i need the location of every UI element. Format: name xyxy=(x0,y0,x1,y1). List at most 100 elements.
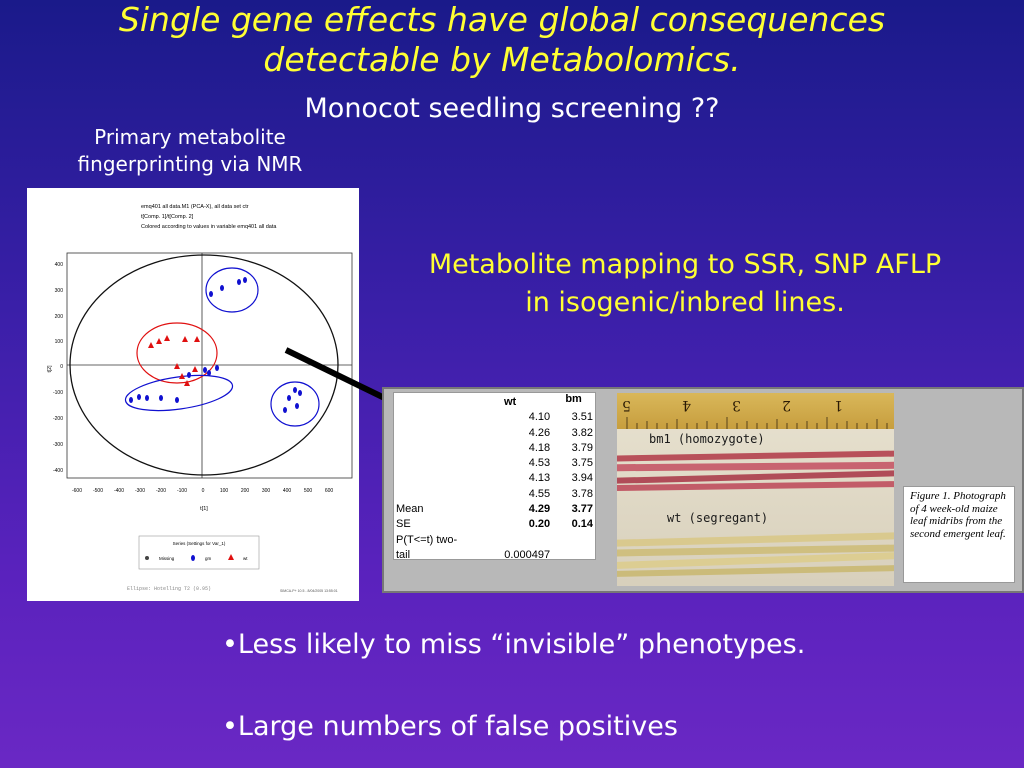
table-row: 4.10 3.51 xyxy=(394,411,595,426)
cell-wt: 4.26 xyxy=(528,426,551,439)
gm-point xyxy=(243,277,247,283)
mapping-line-1: Metabolite mapping to SSR, SNP AFLP xyxy=(428,249,942,280)
ruler-numbers: 5 4 3 2 1 xyxy=(622,397,843,413)
table-se-row: SE 0.20 0.14 xyxy=(394,518,595,533)
x-tick: 500 xyxy=(304,488,313,494)
mapping-text: Metabolite mapping to SSR, SNP AFLP in i… xyxy=(370,246,1000,322)
pca-header-2: t[Comp. 1]/t[Comp. 2] xyxy=(141,214,194,220)
cell-bm: 3.78 xyxy=(571,487,593,500)
slide-subtitle: Monocot seedling screening ?? xyxy=(304,93,720,124)
gm-cluster-circle-left xyxy=(124,374,234,412)
title-line-2: detectable by Metabolomics. xyxy=(263,40,741,79)
cell-bm: 3.79 xyxy=(571,441,593,454)
wt-points xyxy=(148,335,200,386)
gm-point xyxy=(237,279,241,285)
x-tick: -100 xyxy=(177,488,187,494)
y-tick: 400 xyxy=(55,262,64,268)
lignin-data-table: wt bm 4.10 3.51 4.26 3.82 4.18 3.79 4.53 3.7… xyxy=(393,392,596,561)
x-tick: -400 xyxy=(114,488,124,494)
pca-legend-box xyxy=(138,535,260,570)
gm-point xyxy=(298,390,302,396)
x-tick: 300 xyxy=(262,488,271,494)
legend-wt-label: wt xyxy=(243,556,248,561)
bm-midrib xyxy=(617,481,894,492)
ruler-number: 5 xyxy=(622,397,631,413)
bullet-2: •Large numbers of false positives xyxy=(222,711,678,742)
pca-footer-stamp: SIMCA-P+ 10.5 - 8/04/2005 13:55:01 xyxy=(280,589,338,593)
table-row: 4.26 3.82 xyxy=(394,427,595,442)
bullet-1: •Less likely to miss “invisible” phenoty… xyxy=(222,629,806,660)
wt-point xyxy=(192,366,198,372)
wt-point xyxy=(164,335,170,341)
slide-title: Single gene effects have global conseque… xyxy=(0,0,1004,80)
gm-point xyxy=(220,285,224,291)
col-header-wt: wt xyxy=(503,396,517,408)
cell-bm: 3.82 xyxy=(571,426,593,439)
wt-point xyxy=(156,338,162,344)
wt-point xyxy=(184,380,190,386)
ruler-number: 3 xyxy=(732,397,741,413)
x-tick: -300 xyxy=(135,488,145,494)
gm-point xyxy=(287,395,291,401)
table-p-row-2: tail 0.000497 xyxy=(394,549,595,564)
wt-point xyxy=(194,336,200,342)
ruler-number: 4 xyxy=(682,397,691,413)
pca-score-plot: emq401 all data.M1 (PCA-X), all data set… xyxy=(27,188,359,601)
table-row: 4.53 3.75 xyxy=(394,457,595,472)
pca-header-3: Colored according to values in variable … xyxy=(141,224,277,230)
x-tick: -500 xyxy=(93,488,103,494)
mapping-line-2: in isogenic/inbred lines. xyxy=(525,287,845,318)
table-header-row: wt bm xyxy=(394,393,595,411)
left-heading: Primary metabolite fingerprinting via NM… xyxy=(40,124,340,178)
ruler-number: 1 xyxy=(834,397,843,413)
cell-wt: 4.18 xyxy=(528,441,551,454)
x-tick: 600 xyxy=(325,488,334,494)
midrib-photo: 5 4 3 2 1 bm1 (homozygote) wt (segregant… xyxy=(617,393,894,586)
gm-point xyxy=(145,395,149,401)
legend-gm-marker xyxy=(191,555,195,561)
cell-bm: 3.51 xyxy=(571,411,593,424)
p-label-1: P(T<=t) two- xyxy=(396,533,458,546)
gm-point xyxy=(283,407,287,413)
hotelling-ellipse xyxy=(69,254,339,476)
gm-point xyxy=(175,397,179,403)
table-mean-row: Mean 4.29 3.77 xyxy=(394,503,595,518)
wt-cluster-circle xyxy=(136,322,218,384)
gm-point xyxy=(207,370,211,376)
y-tick: -100 xyxy=(53,390,63,396)
y-tick: -300 xyxy=(53,442,63,448)
x-tick: 400 xyxy=(283,488,292,494)
wt-point xyxy=(148,342,154,348)
pca-plot-svg: emq401 all data.M1 (PCA-X), all data set… xyxy=(47,204,353,593)
cell-bm: 3.75 xyxy=(571,457,593,470)
legend-gm-label: gm xyxy=(205,556,212,561)
se-wt: 0.20 xyxy=(528,518,551,531)
x-tick: 100 xyxy=(220,488,229,494)
cell-wt: 4.13 xyxy=(528,472,551,485)
title-line-1: Single gene effects have global conseque… xyxy=(118,0,886,39)
pca-y-ticks: 400 300 200 100 0 -100 -200 -300 -400 xyxy=(53,262,63,474)
col-header-bm: bm xyxy=(565,393,582,405)
gm-point xyxy=(295,403,299,409)
gm-cluster-circle-right xyxy=(270,381,320,427)
cell-wt: 4.53 xyxy=(528,457,551,470)
wt-midrib xyxy=(617,532,894,547)
wt-midrib xyxy=(617,544,894,557)
y-tick: 0 xyxy=(60,364,63,370)
legend-missing-label: Missing xyxy=(159,556,175,561)
ruler-number: 2 xyxy=(782,397,791,413)
legend-missing-marker xyxy=(145,556,149,560)
y-tick: -400 xyxy=(53,468,63,474)
mean-label: Mean xyxy=(396,503,424,516)
wt-midrib xyxy=(617,552,894,570)
se-bm: 0.14 xyxy=(571,518,593,531)
bm-midrib xyxy=(617,470,894,484)
wt-point xyxy=(179,373,185,379)
pca-y-label: t[2] xyxy=(47,365,53,373)
y-tick: 100 xyxy=(55,339,64,345)
wt-midrib xyxy=(617,565,894,578)
pca-x-ticks: -600 -500 -400 -300 -200 -100 0 100 200 … xyxy=(72,488,333,494)
wt-point xyxy=(182,336,188,342)
gm-points xyxy=(129,277,302,413)
bm-midribs xyxy=(617,450,894,492)
